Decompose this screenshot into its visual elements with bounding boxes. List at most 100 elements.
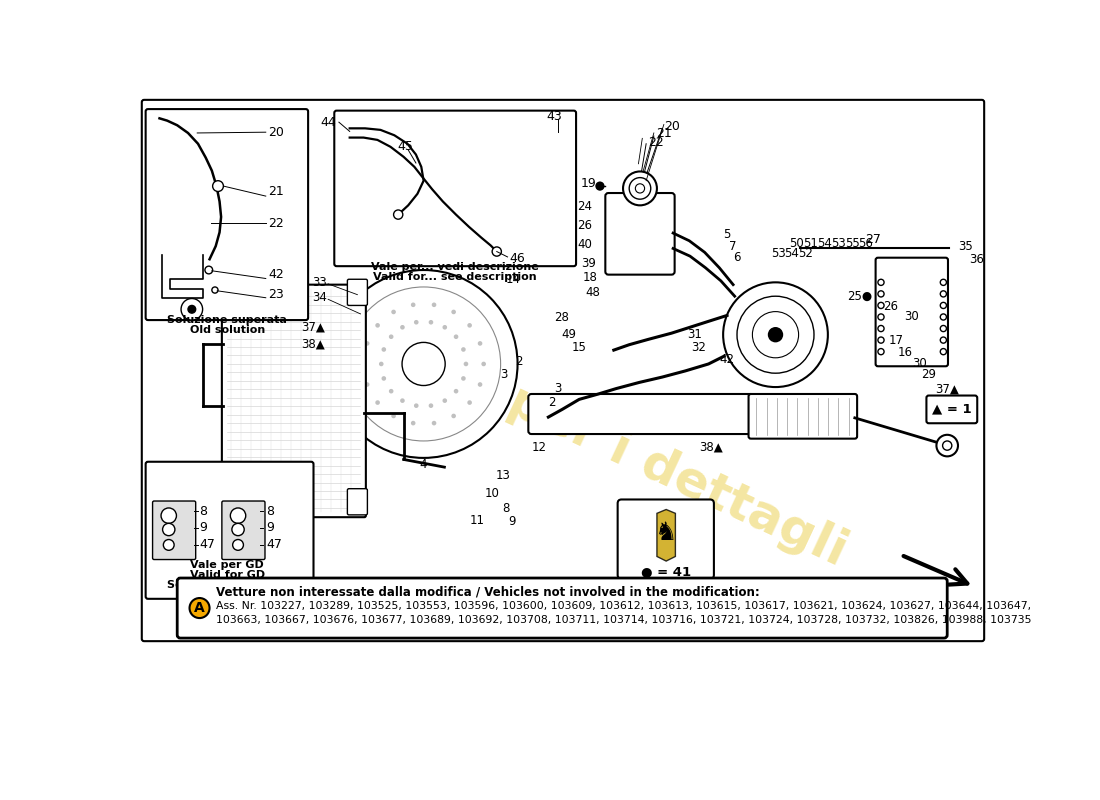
Text: Soluzione superata: Soluzione superata (167, 579, 287, 590)
Circle shape (392, 414, 396, 418)
Text: 30: 30 (904, 310, 918, 322)
Text: 27: 27 (866, 233, 881, 246)
Circle shape (205, 266, 212, 274)
Circle shape (940, 302, 946, 309)
Circle shape (411, 421, 416, 426)
Text: 51: 51 (803, 238, 818, 250)
Text: 42: 42 (268, 268, 284, 281)
Circle shape (482, 362, 486, 366)
Circle shape (940, 326, 946, 332)
Text: ● = 41: ● = 41 (641, 565, 691, 578)
Text: 52: 52 (799, 246, 813, 259)
Text: 11: 11 (470, 514, 485, 526)
Text: 22: 22 (268, 217, 284, 230)
Circle shape (233, 539, 243, 550)
Circle shape (442, 398, 447, 403)
Circle shape (737, 296, 814, 373)
Circle shape (464, 362, 469, 366)
Text: 4: 4 (420, 458, 428, 470)
FancyBboxPatch shape (749, 394, 857, 438)
Text: Vale per GD: Vale per GD (190, 559, 264, 570)
Circle shape (232, 523, 244, 536)
Circle shape (378, 362, 384, 366)
Circle shape (492, 247, 502, 256)
Text: 45: 45 (397, 140, 414, 154)
Circle shape (878, 349, 884, 354)
Circle shape (878, 302, 884, 309)
Text: 26: 26 (883, 300, 899, 313)
Text: 46: 46 (510, 252, 526, 265)
Circle shape (623, 171, 657, 206)
FancyBboxPatch shape (876, 258, 948, 366)
Circle shape (365, 341, 370, 346)
Text: 56: 56 (858, 238, 873, 250)
Text: 28: 28 (554, 311, 570, 324)
Text: 5: 5 (723, 228, 730, 241)
FancyBboxPatch shape (153, 501, 196, 559)
Text: 34: 34 (311, 291, 327, 304)
Circle shape (346, 287, 500, 441)
Text: 31: 31 (686, 328, 702, 341)
Text: 26: 26 (578, 219, 592, 232)
Text: 36: 36 (969, 253, 984, 266)
Circle shape (451, 310, 455, 314)
Text: 21: 21 (656, 127, 672, 140)
Text: 25●: 25● (847, 290, 871, 302)
Circle shape (400, 325, 405, 330)
Circle shape (400, 398, 405, 403)
Text: Valid for GD: Valid for GD (189, 570, 265, 579)
Text: 44: 44 (320, 116, 336, 129)
FancyBboxPatch shape (177, 578, 947, 638)
FancyBboxPatch shape (605, 193, 674, 274)
Circle shape (161, 508, 176, 523)
Circle shape (164, 539, 174, 550)
Circle shape (595, 182, 605, 190)
Text: 37▲: 37▲ (935, 382, 959, 395)
FancyBboxPatch shape (926, 395, 977, 423)
Text: 9: 9 (508, 514, 516, 527)
Text: 12: 12 (531, 441, 547, 454)
Circle shape (361, 362, 366, 366)
Text: 20: 20 (664, 119, 681, 133)
FancyBboxPatch shape (145, 109, 308, 320)
Text: 19: 19 (581, 178, 596, 190)
Circle shape (878, 314, 884, 320)
Circle shape (375, 323, 379, 328)
Text: 18: 18 (583, 271, 597, 284)
FancyBboxPatch shape (528, 394, 754, 434)
Circle shape (461, 376, 465, 381)
Text: 42: 42 (719, 353, 735, 366)
Text: 30: 30 (912, 358, 926, 370)
Text: 50: 50 (789, 238, 804, 250)
Circle shape (477, 341, 483, 346)
Circle shape (414, 403, 419, 408)
Circle shape (723, 282, 828, 387)
Text: 40: 40 (578, 238, 592, 251)
Circle shape (382, 376, 386, 381)
Circle shape (429, 403, 433, 408)
Text: 43: 43 (547, 110, 562, 122)
Text: 54: 54 (784, 246, 800, 259)
FancyBboxPatch shape (334, 110, 576, 266)
Circle shape (636, 184, 645, 193)
Circle shape (442, 325, 447, 330)
Circle shape (411, 302, 416, 307)
Circle shape (389, 334, 394, 339)
Text: 17: 17 (889, 334, 904, 347)
FancyBboxPatch shape (209, 489, 230, 515)
Circle shape (878, 337, 884, 343)
Circle shape (940, 279, 946, 286)
Circle shape (389, 389, 394, 394)
Text: 3: 3 (500, 368, 507, 382)
Text: 37▲: 37▲ (301, 321, 326, 334)
FancyBboxPatch shape (222, 285, 366, 517)
Text: 35: 35 (958, 241, 972, 254)
Text: 47: 47 (266, 538, 283, 551)
Circle shape (429, 320, 433, 325)
Text: ♞: ♞ (654, 522, 678, 546)
Circle shape (878, 291, 884, 297)
Circle shape (212, 181, 223, 191)
Circle shape (768, 327, 783, 342)
FancyBboxPatch shape (145, 462, 314, 599)
Circle shape (936, 434, 958, 456)
